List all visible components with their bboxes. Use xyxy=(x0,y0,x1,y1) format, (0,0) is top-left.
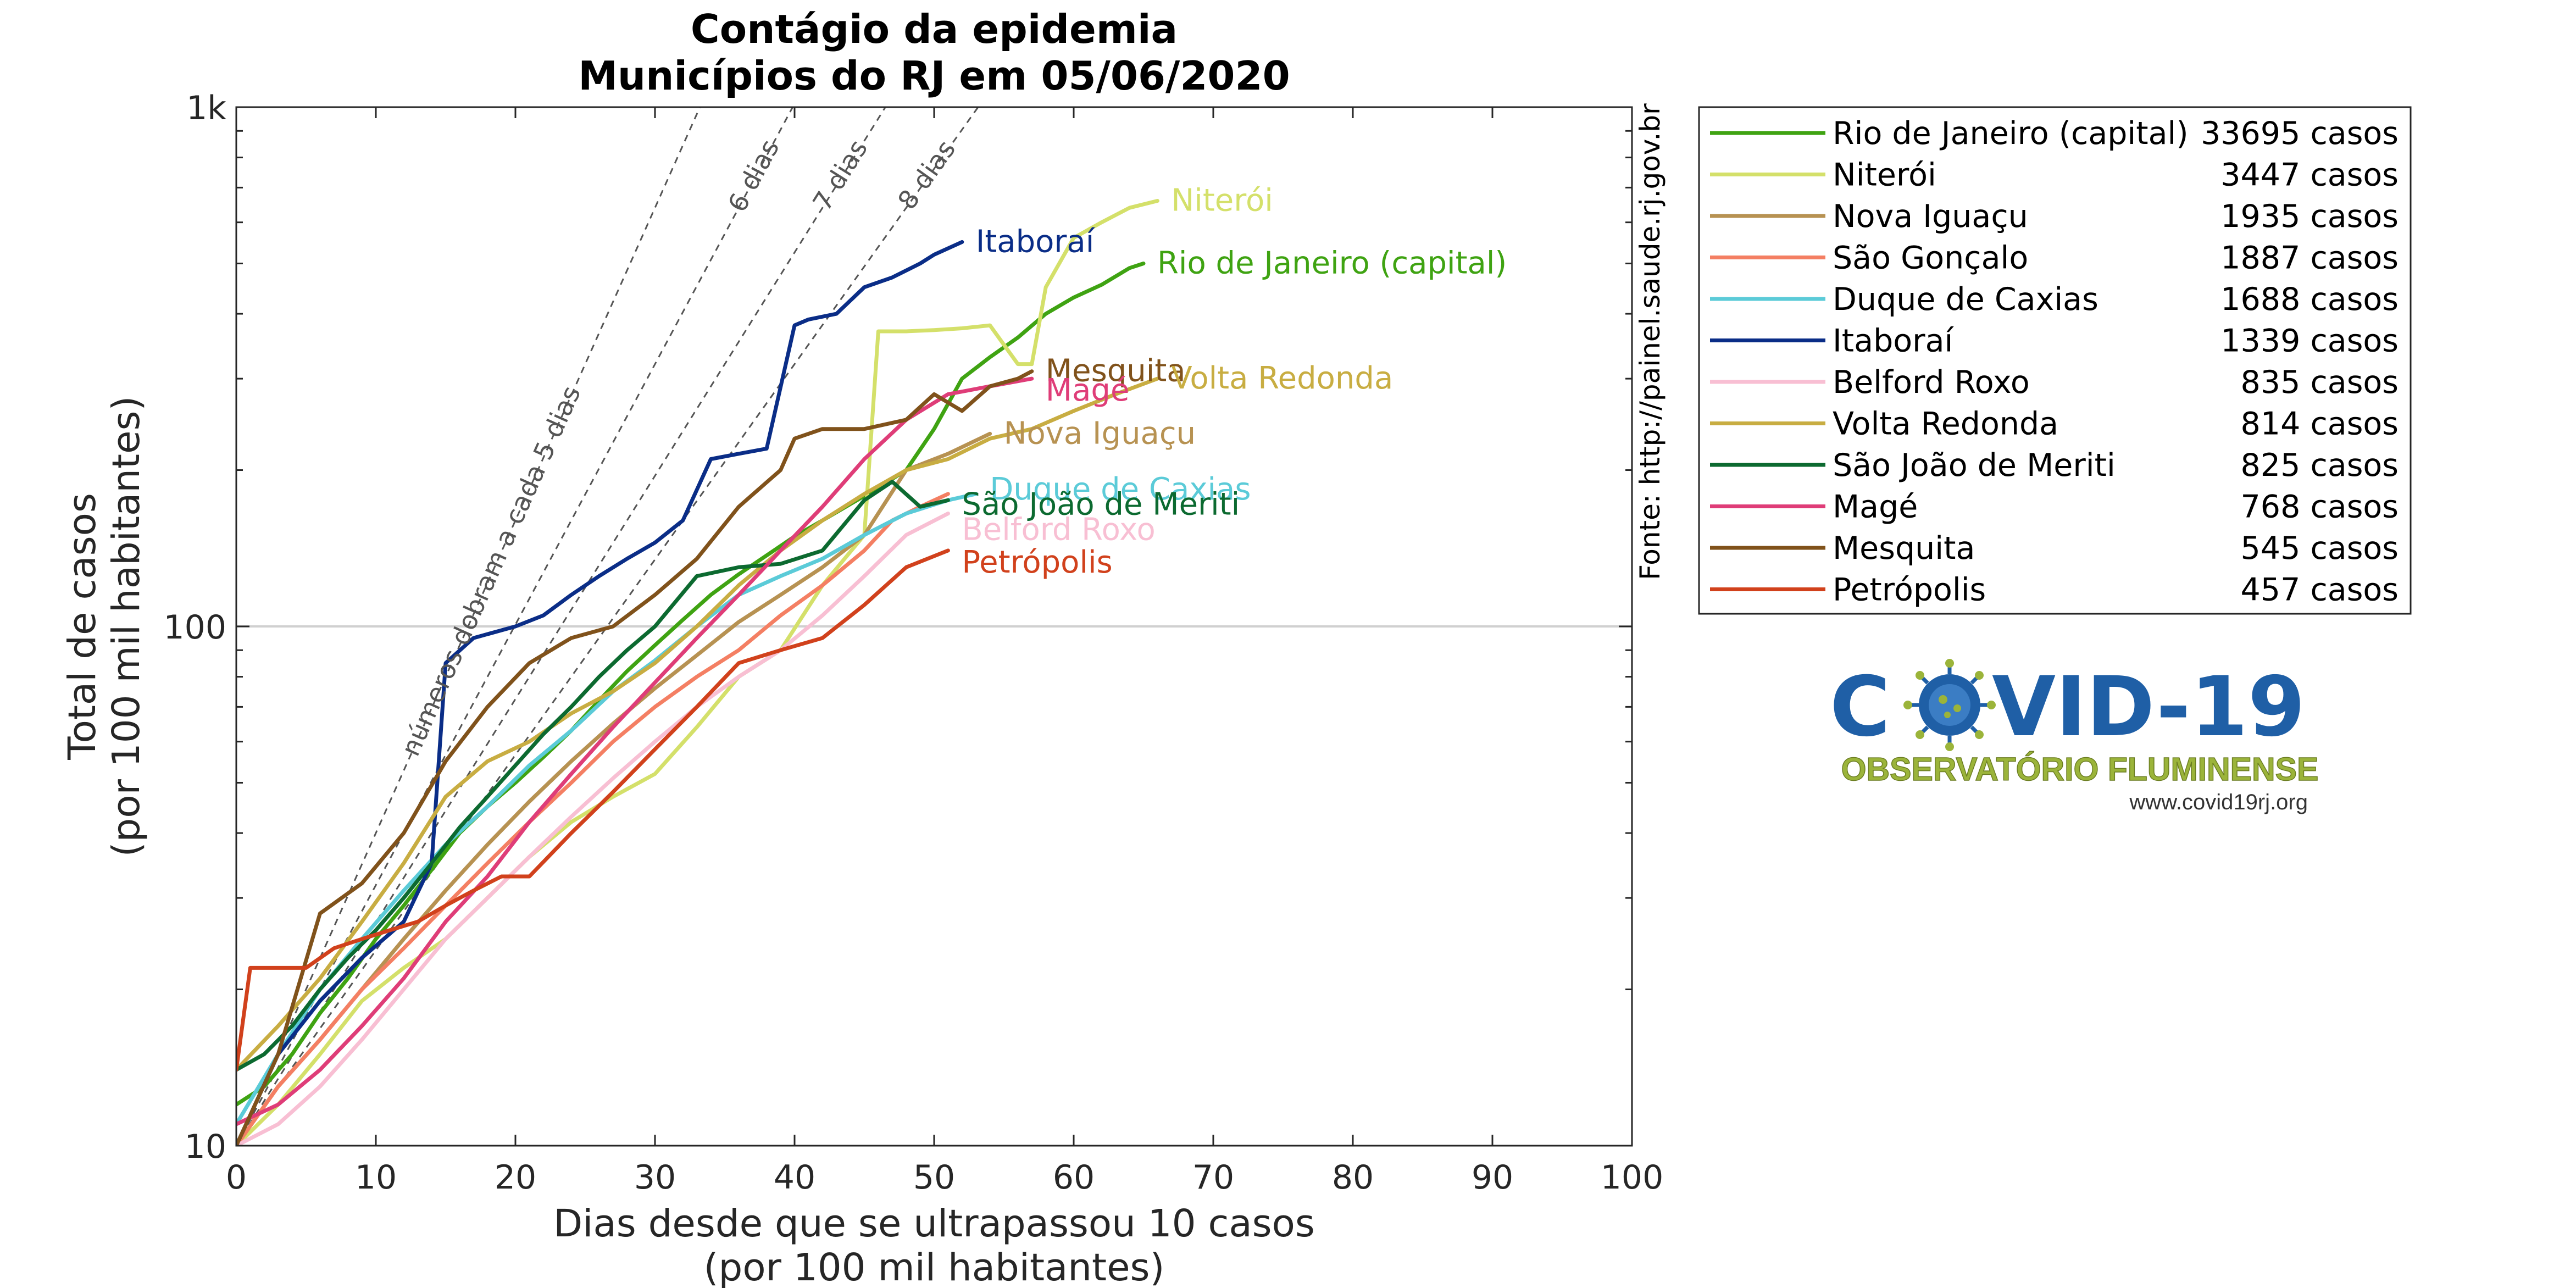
end-label-5: Magé xyxy=(1046,373,1130,408)
legend-name-8: São João de Meriti xyxy=(1833,447,2116,484)
end-label-10: Petrópolis xyxy=(962,545,1112,580)
end-label-4: Volta Redonda xyxy=(1171,360,1393,396)
legend-cases-9: 768 casos xyxy=(2241,489,2399,525)
series-line-3 xyxy=(236,492,950,1146)
series-line-9 xyxy=(236,376,1034,1126)
covid-logo: C VID-19 OBSERVATÓRIO FLUMINENSE www.cov… xyxy=(1830,659,2319,814)
end-label-6: Nova Iguaçu xyxy=(1004,415,1196,451)
series-line-6 xyxy=(236,512,950,1146)
x-tick-label-9: 90 xyxy=(1472,1158,1513,1197)
x-tick-label-10: 100 xyxy=(1601,1158,1664,1197)
legend-cases-6: 835 casos xyxy=(2241,364,2399,401)
axes xyxy=(235,106,1633,1147)
end-labels: Niterói Itaboraí Rio de Janeiro (capital) M… xyxy=(962,183,1507,580)
end-label-7: Duque de Caxias xyxy=(990,471,1251,507)
legend-box xyxy=(1698,106,2412,615)
legend-items: Rio de Janeiro (capital) 33695 casos Niter… xyxy=(1710,115,2399,608)
x-axis-label-units: (por 100 mil habitantes) xyxy=(704,1246,1165,1288)
legend-cases-8: 825 casos xyxy=(2241,447,2399,484)
legend-name-3: São Gonçalo xyxy=(1833,240,2028,276)
reference-lines xyxy=(236,107,979,1146)
legend-cases-10: 545 casos xyxy=(2241,530,2399,567)
series-line-5 xyxy=(236,240,964,1146)
series-line-1 xyxy=(236,199,1159,1146)
legend-cases-0: 33695 casos xyxy=(2201,115,2399,152)
x-tick-label-4: 40 xyxy=(774,1158,815,1197)
legend-cases-5: 1339 casos xyxy=(2220,323,2399,359)
y-tick-label-1: 100 xyxy=(163,608,226,647)
end-label-2: Rio de Janeiro (capital) xyxy=(1157,245,1507,281)
x-axis-label: Dias desde que se ultrapassou 10 casos xyxy=(553,1202,1315,1246)
legend-name-10: Mesquita xyxy=(1833,530,1975,567)
legend-cases-2: 1935 casos xyxy=(2220,198,2399,235)
x-tick-label-7: 70 xyxy=(1192,1158,1234,1197)
legend-name-9: Magé xyxy=(1833,489,1918,525)
legend-name-0: Rio de Janeiro (capital) xyxy=(1833,115,2189,152)
legend-name-11: Petrópolis xyxy=(1833,572,1986,608)
legend-cases-1: 3447 casos xyxy=(2220,157,2399,193)
x-tick-label-0: 0 xyxy=(226,1158,247,1197)
legend: Rio de Janeiro (capital) 33695 casos Niter… xyxy=(1698,106,2412,615)
y-axis-label-units: (por 100 mil habitantes) xyxy=(104,396,148,857)
end-label-3: Mesquita xyxy=(1046,353,1186,389)
legend-cases-7: 814 casos xyxy=(2241,406,2399,442)
reference-line-6-dias xyxy=(236,107,793,1146)
y-tick-label-2: 1k xyxy=(186,89,226,127)
end-label-1: Itaboraí xyxy=(976,224,1096,259)
logo-title-right: VID-19 xyxy=(1992,659,2305,755)
virus-icon xyxy=(1903,659,1996,751)
legend-cases-11: 457 casos xyxy=(2241,572,2399,608)
legend-cases-3: 1887 casos xyxy=(2220,240,2399,276)
x-tick-label-6: 60 xyxy=(1053,1158,1095,1197)
x-tick-label-8: 80 xyxy=(1332,1158,1374,1197)
reference-line-5-dias xyxy=(236,107,701,1146)
series-line-7 xyxy=(236,376,1159,1072)
y-axis-label: Total de casos xyxy=(60,493,104,760)
legend-name-1: Niterói xyxy=(1833,157,1936,193)
logo-title-left: C xyxy=(1830,659,1890,755)
end-label-8: São João de Meriti xyxy=(962,486,1240,522)
series-line-8 xyxy=(236,480,950,1072)
x-tick-label-3: 30 xyxy=(634,1158,676,1197)
series-line-11 xyxy=(236,548,950,1072)
logo-url: www.covid19rj.org xyxy=(2129,790,2308,814)
logo-subtitle: OBSERVATÓRIO FLUMINENSE xyxy=(1841,751,2319,787)
legend-name-2: Nova Iguaçu xyxy=(1833,198,2028,235)
legend-name-7: Volta Redonda xyxy=(1833,406,2058,442)
legend-name-5: Itaboraí xyxy=(1833,323,1955,359)
end-label-9: Belford Roxo xyxy=(962,512,1155,547)
end-label-0: Niterói xyxy=(1171,183,1273,219)
series-line-10 xyxy=(236,369,1034,1146)
chart-subtitle: Municípios do RJ em 05/06/2020 xyxy=(578,53,1290,99)
x-tick-label-2: 20 xyxy=(495,1158,536,1197)
legend-cases-4: 1688 casos xyxy=(2220,281,2399,318)
x-tick-label-5: 50 xyxy=(913,1158,955,1197)
series-lines xyxy=(236,199,1159,1146)
legend-name-4: Duque de Caxias xyxy=(1833,281,2098,318)
y-tick-label-0: 10 xyxy=(185,1128,226,1166)
legend-name-6: Belford Roxo xyxy=(1833,364,2030,401)
reference-line-7-dias xyxy=(236,107,886,1146)
source-text: Fonte: http://painel.saude.rj.gov.br xyxy=(1634,103,1666,580)
x-tick-label-1: 10 xyxy=(355,1158,397,1197)
chart-title: Contágio da epidemia xyxy=(691,6,1178,52)
